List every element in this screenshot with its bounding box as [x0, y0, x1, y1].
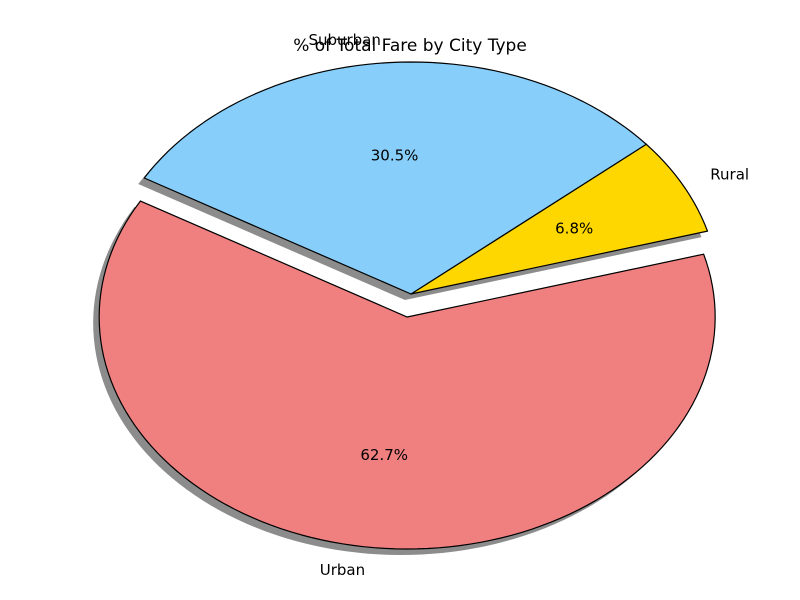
- slice-category-label-urban: Urban: [320, 561, 365, 579]
- pie-slice-urban: [98, 200, 716, 550]
- pie-slice-suburban: [143, 61, 647, 295]
- slice-layer: [98, 61, 716, 550]
- slice-value-label-urban: 62.7%: [360, 446, 408, 464]
- pie-slice-rural: [410, 143, 709, 295]
- slice-value-label-suburban: 30.5%: [371, 146, 419, 164]
- slice-category-label-suburban: Suburban: [308, 31, 380, 49]
- label-layer: 62.7% Urban 6.8% Rural 30.5% Suburban: [308, 31, 749, 579]
- slice-value-label-rural: 6.8%: [555, 220, 593, 238]
- slice-category-label-rural: Rural: [710, 165, 749, 183]
- chart-title: % of Total Fare by City Type: [293, 36, 527, 56]
